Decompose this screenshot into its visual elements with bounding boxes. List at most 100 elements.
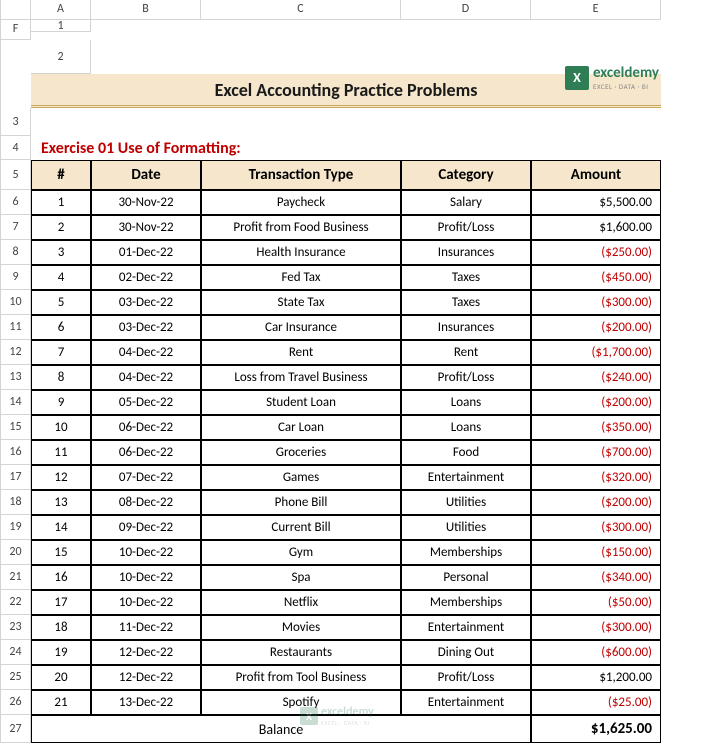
column-header-E[interactable]: E [531, 0, 661, 20]
row-header-25[interactable]: 25 [1, 665, 31, 690]
cell-category[interactable]: Entertainment [401, 465, 531, 490]
cell-type[interactable]: Gym [201, 540, 401, 565]
cell-type[interactable]: Profit from Tool Business [201, 665, 401, 690]
row-header-15[interactable]: 15 [1, 415, 31, 440]
cell-date[interactable]: 13-Dec-22 [91, 690, 201, 715]
row-header-3[interactable]: 3 [1, 108, 31, 136]
cell-num[interactable]: 13 [31, 490, 91, 515]
cell-date[interactable]: 10-Dec-22 [91, 540, 201, 565]
row-header-14[interactable]: 14 [1, 390, 31, 415]
cell-date[interactable]: 03-Dec-22 [91, 315, 201, 340]
empty-cell[interactable] [401, 108, 531, 136]
cell-num[interactable]: 20 [31, 665, 91, 690]
cell-amount[interactable]: ($320.00) [531, 465, 661, 490]
cell-amount[interactable]: ($200.00) [531, 390, 661, 415]
cell-num[interactable]: 2 [31, 215, 91, 240]
cell-category[interactable]: Insurances [401, 240, 531, 265]
table-header-0[interactable]: # [31, 160, 91, 190]
empty-cell[interactable] [91, 20, 201, 32]
cell-category[interactable]: Utilities [401, 515, 531, 540]
empty-cell[interactable] [31, 108, 91, 136]
empty-cell[interactable] [531, 20, 661, 32]
row-header-1[interactable]: 1 [31, 20, 91, 32]
row-header-9[interactable]: 9 [1, 265, 31, 290]
cell-amount[interactable]: ($300.00) [531, 615, 661, 640]
cell-category[interactable]: Profit/Loss [401, 665, 531, 690]
cell-amount[interactable]: ($25.00) [531, 690, 661, 715]
table-header-4[interactable]: Amount [531, 160, 661, 190]
row-header-24[interactable]: 24 [1, 640, 31, 665]
row-header-23[interactable]: 23 [1, 615, 31, 640]
row-header-22[interactable]: 22 [1, 590, 31, 615]
cell-amount[interactable]: ($200.00) [531, 490, 661, 515]
cell-date[interactable]: 02-Dec-22 [91, 265, 201, 290]
cell-type[interactable]: Health Insurance [201, 240, 401, 265]
column-header-C[interactable]: C [201, 0, 401, 20]
row-header-8[interactable]: 8 [1, 240, 31, 265]
cell-date[interactable]: 07-Dec-22 [91, 465, 201, 490]
cell-type[interactable]: Spa [201, 565, 401, 590]
cell-amount[interactable]: ($300.00) [531, 290, 661, 315]
cell-amount[interactable]: ($300.00) [531, 515, 661, 540]
cell-amount[interactable]: $5,500.00 [531, 190, 661, 215]
cell-amount[interactable]: $1,200.00 [531, 665, 661, 690]
cell-date[interactable]: 12-Dec-22 [91, 640, 201, 665]
row-header-27[interactable]: 27 [1, 715, 31, 743]
empty-cell[interactable] [531, 108, 661, 136]
cell-type[interactable]: State Tax [201, 290, 401, 315]
cell-date[interactable]: 08-Dec-22 [91, 490, 201, 515]
cell-category[interactable]: Rent [401, 340, 531, 365]
row-header-17[interactable]: 17 [1, 465, 31, 490]
cell-num[interactable]: 9 [31, 390, 91, 415]
cell-date[interactable]: 30-Nov-22 [91, 215, 201, 240]
column-header-F[interactable]: F [1, 20, 31, 40]
cell-date[interactable]: 10-Dec-22 [91, 590, 201, 615]
cell-type[interactable]: Netflix [201, 590, 401, 615]
table-header-3[interactable]: Category [401, 160, 531, 190]
cell-num[interactable]: 17 [31, 590, 91, 615]
cell-category[interactable]: Salary [401, 190, 531, 215]
balance-amount[interactable]: $1,625.00 [531, 715, 661, 743]
cell-amount[interactable]: ($1,700.00) [531, 340, 661, 365]
cell-date[interactable]: 03-Dec-22 [91, 290, 201, 315]
empty-cell[interactable] [201, 20, 401, 32]
cell-type[interactable]: Fed Tax [201, 265, 401, 290]
cell-type[interactable]: Paycheck [201, 190, 401, 215]
cell-type[interactable]: Current Bill [201, 515, 401, 540]
row-header-20[interactable]: 20 [1, 540, 31, 565]
cell-amount[interactable]: ($50.00) [531, 590, 661, 615]
cell-category[interactable]: Personal [401, 565, 531, 590]
cell-num[interactable]: 6 [31, 315, 91, 340]
cell-type[interactable]: Phone Bill [201, 490, 401, 515]
cell-num[interactable]: 3 [31, 240, 91, 265]
row-header-2[interactable]: 2 [31, 40, 91, 74]
cell-category[interactable]: Taxes [401, 290, 531, 315]
cell-date[interactable]: 04-Dec-22 [91, 340, 201, 365]
row-header-12[interactable]: 12 [1, 340, 31, 365]
cell-num[interactable]: 11 [31, 440, 91, 465]
cell-type[interactable]: Loss from Travel Business [201, 365, 401, 390]
cell-category[interactable]: Loans [401, 415, 531, 440]
cell-num[interactable]: 4 [31, 265, 91, 290]
cell-date[interactable]: 05-Dec-22 [91, 390, 201, 415]
row-header-10[interactable]: 10 [1, 290, 31, 315]
balance-label[interactable]: Balance [31, 715, 531, 743]
row-header-11[interactable]: 11 [1, 315, 31, 340]
cell-date[interactable]: 10-Dec-22 [91, 565, 201, 590]
cell-amount[interactable]: ($240.00) [531, 365, 661, 390]
empty-cell[interactable] [1, 40, 31, 52]
row-header-21[interactable]: 21 [1, 565, 31, 590]
cell-num[interactable]: 8 [31, 365, 91, 390]
cell-num[interactable]: 21 [31, 690, 91, 715]
cell-type[interactable]: Restaurants [201, 640, 401, 665]
cell-date[interactable]: 06-Dec-22 [91, 440, 201, 465]
cell-amount[interactable]: ($600.00) [531, 640, 661, 665]
cell-num[interactable]: 16 [31, 565, 91, 590]
empty-cell[interactable] [91, 108, 201, 136]
row-header-19[interactable]: 19 [1, 515, 31, 540]
cell-type[interactable]: Games [201, 465, 401, 490]
row-header-26[interactable]: 26 [1, 690, 31, 715]
cell-amount[interactable]: $1,600.00 [531, 215, 661, 240]
cell-category[interactable]: Taxes [401, 265, 531, 290]
cell-type[interactable]: Movies [201, 615, 401, 640]
